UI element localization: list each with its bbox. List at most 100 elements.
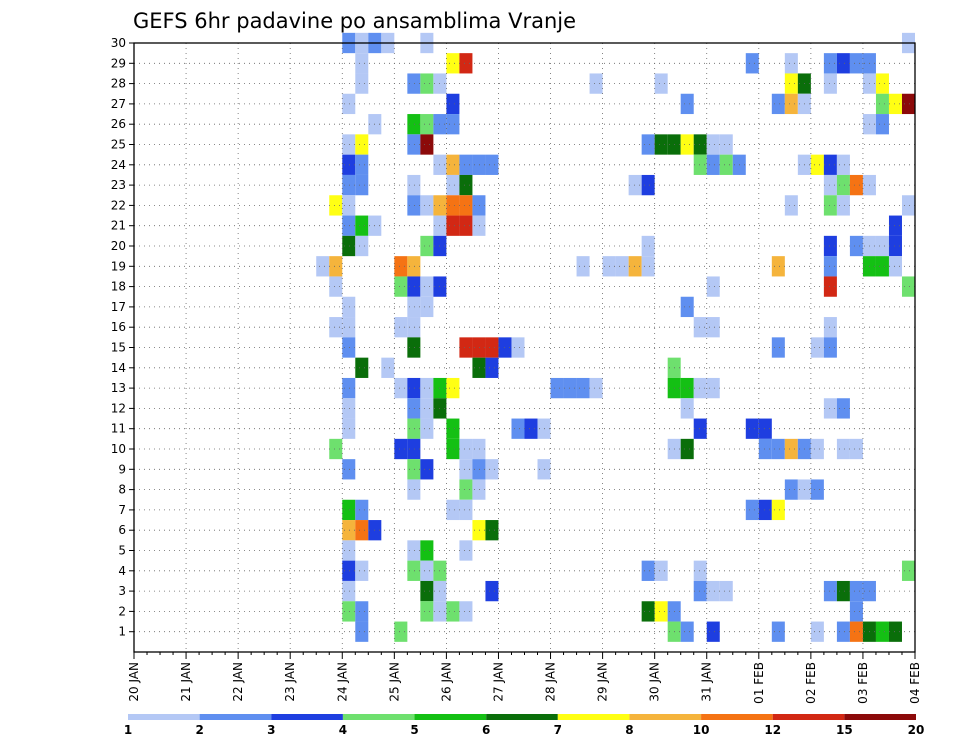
y-tick-label: 23 bbox=[111, 178, 126, 192]
heatmap-cell bbox=[459, 438, 473, 460]
heatmap-cell bbox=[524, 418, 538, 439]
heatmap-cell bbox=[446, 601, 460, 622]
legend-swatch bbox=[342, 714, 415, 720]
y-tick-label: 27 bbox=[111, 97, 126, 111]
heatmap-cell bbox=[576, 377, 590, 399]
x-tick-label: 29 JAN bbox=[596, 662, 610, 702]
heatmap-cell bbox=[407, 296, 421, 318]
heatmap-cell bbox=[771, 337, 785, 358]
heatmap-cell bbox=[654, 601, 668, 622]
heatmap-cell bbox=[589, 377, 603, 399]
heatmap-cell bbox=[680, 134, 694, 155]
heatmap-cell bbox=[446, 174, 460, 196]
heatmap-cell bbox=[641, 174, 655, 196]
heatmap-cell bbox=[680, 93, 694, 115]
heatmap-cell bbox=[771, 438, 785, 460]
heatmap-cell bbox=[407, 438, 421, 460]
heatmap-cell bbox=[875, 73, 889, 94]
x-tick-label: 25 JAN bbox=[387, 662, 401, 702]
heatmap-cell bbox=[888, 235, 902, 257]
legend-swatch bbox=[486, 714, 558, 720]
heatmap-cell bbox=[459, 540, 473, 561]
y-tick-label: 7 bbox=[118, 503, 126, 517]
heatmap-cell bbox=[875, 114, 889, 135]
heatmap-cell bbox=[706, 276, 720, 297]
x-tick-label: 04 FEB bbox=[908, 662, 922, 704]
heatmap-cell bbox=[901, 560, 915, 581]
heatmap-cell bbox=[355, 73, 369, 94]
legend-label: 4 bbox=[339, 723, 347, 737]
heatmap-cell bbox=[706, 621, 720, 642]
legend-label: 8 bbox=[625, 723, 633, 737]
y-tick-label: 16 bbox=[111, 320, 126, 334]
legend-swatch bbox=[414, 714, 487, 720]
y-tick-label: 10 bbox=[111, 442, 126, 456]
heatmap-cell bbox=[901, 93, 915, 115]
heatmap-cell bbox=[589, 73, 603, 94]
color-legend: 1 2 3 4 5 6 7 8 10 12 15 20 bbox=[124, 714, 924, 737]
heatmap-cell bbox=[758, 418, 772, 439]
heatmap-cell bbox=[706, 317, 720, 338]
heatmap-cell bbox=[849, 621, 863, 642]
y-tick-label: 19 bbox=[111, 259, 126, 273]
heatmap-cell bbox=[446, 438, 460, 460]
heatmap-cell bbox=[472, 479, 486, 500]
y-tick-label: 9 bbox=[118, 462, 126, 476]
heatmap-cell bbox=[407, 134, 421, 155]
heatmap-cell bbox=[680, 377, 694, 399]
x-tick-label: 28 JAN bbox=[544, 662, 558, 702]
heatmap-cell bbox=[836, 580, 850, 602]
legend-label: 12 bbox=[764, 723, 781, 737]
heatmap-cell bbox=[329, 276, 343, 297]
heatmap-cell bbox=[355, 215, 369, 236]
chart-title: GEFS 6hr padavine po ansamblima Vranje bbox=[133, 9, 576, 33]
heatmap-cell bbox=[329, 317, 343, 338]
heatmap-cell bbox=[342, 418, 356, 439]
heatmap-cell bbox=[342, 134, 356, 155]
heatmap-cell bbox=[823, 73, 837, 94]
heatmap-cell bbox=[316, 256, 330, 277]
heatmap-cell bbox=[342, 560, 356, 581]
heatmap-cell bbox=[836, 53, 850, 74]
heatmap-cell bbox=[485, 580, 499, 602]
heatmap-cell bbox=[680, 398, 694, 419]
heatmap-cell bbox=[576, 256, 590, 277]
y-tick-label: 20 bbox=[111, 239, 126, 253]
y-tick-label: 8 bbox=[118, 483, 126, 497]
heatmap-cell bbox=[329, 195, 343, 216]
heatmap-cell bbox=[836, 154, 850, 175]
heatmap-cell bbox=[810, 337, 824, 358]
x-tick-label: 22 JAN bbox=[231, 662, 245, 702]
legend-swatch bbox=[844, 714, 916, 720]
heatmap-cell bbox=[849, 174, 863, 196]
x-tick-label: 20 JAN bbox=[127, 662, 141, 702]
heatmap-cell bbox=[394, 438, 408, 460]
heatmap-cell bbox=[849, 580, 863, 602]
heatmap-cell bbox=[641, 560, 655, 581]
heatmap-cell bbox=[342, 215, 356, 236]
heatmap-cell bbox=[654, 73, 668, 94]
y-tick-label: 25 bbox=[111, 138, 126, 152]
y-tick-label: 4 bbox=[118, 564, 126, 578]
heatmap-cell bbox=[654, 560, 668, 581]
heatmap-cell bbox=[459, 174, 473, 196]
heatmap-cell bbox=[706, 154, 720, 175]
heatmap-cell bbox=[407, 337, 421, 358]
heatmap-cell bbox=[446, 53, 460, 74]
heatmap-cell bbox=[771, 93, 785, 115]
legend-label: 5 bbox=[410, 723, 418, 737]
heatmap-cell bbox=[784, 438, 798, 460]
heatmap-cell bbox=[706, 134, 720, 155]
heatmap-cell bbox=[381, 357, 395, 378]
x-tick-label: 30 JAN bbox=[648, 662, 662, 702]
heatmap-cell bbox=[823, 53, 837, 74]
heatmap-cell bbox=[342, 337, 356, 358]
heatmap-cell bbox=[355, 235, 369, 257]
heatmap-cell bbox=[511, 418, 525, 439]
y-tick-label: 3 bbox=[118, 584, 126, 598]
legend-label: 7 bbox=[554, 723, 562, 737]
heatmap-cell bbox=[446, 418, 460, 439]
legend-swatch bbox=[199, 714, 272, 720]
heatmap-cell bbox=[342, 317, 356, 338]
heatmap-cell bbox=[459, 53, 473, 74]
